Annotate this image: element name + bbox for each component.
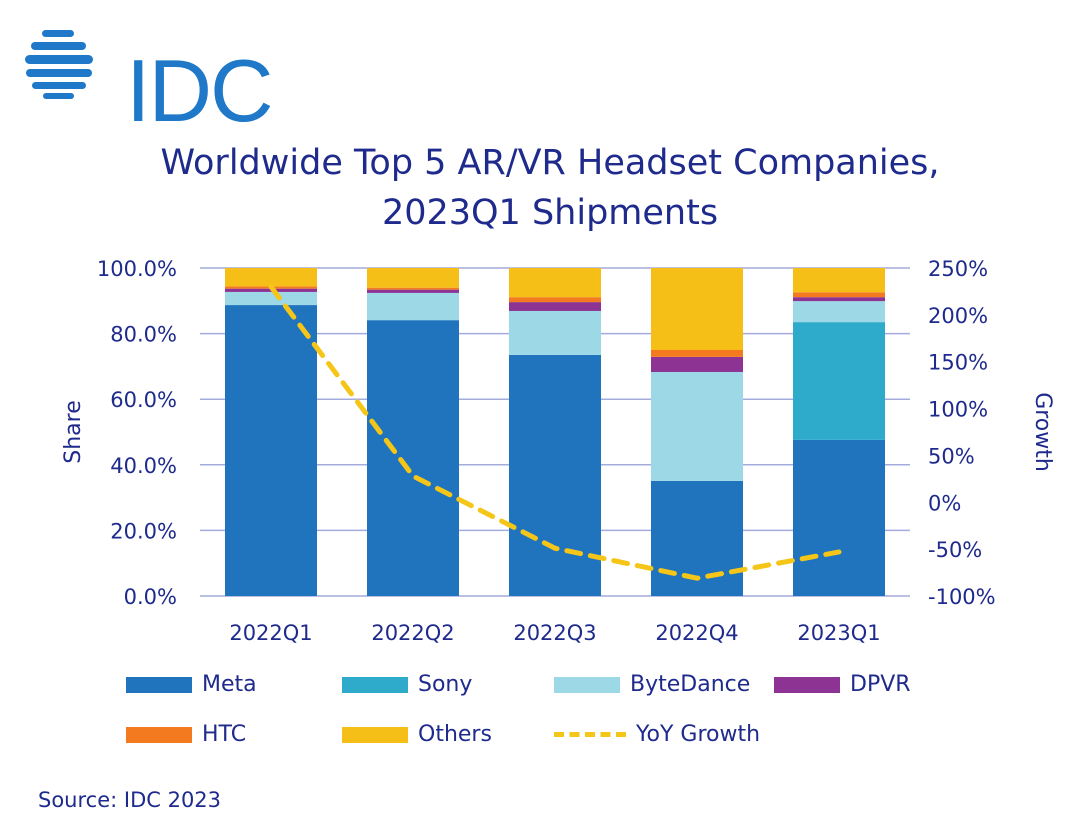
bar-dpvr-2023Q1 [793, 297, 885, 302]
legend-swatch [774, 676, 840, 693]
globe-icon [25, 30, 93, 99]
bar-others-2022Q4 [651, 268, 743, 350]
bar-sony-2023Q1 [793, 322, 885, 440]
x-tick-label: 2022Q2 [371, 621, 454, 645]
chart-subtitle: 2023Q1 Shipments [381, 193, 719, 233]
bar-htc-2022Q2 [367, 287, 459, 290]
y2-tick-label: -50% [928, 538, 982, 562]
bar-others-2023Q1 [793, 268, 885, 293]
y2-tick-label: 50% [928, 444, 975, 468]
x-tick-label: 2022Q3 [513, 621, 596, 645]
legend-label: DPVR [850, 672, 911, 697]
bar-meta-2023Q1 [793, 439, 885, 596]
bar-htc-2023Q1 [793, 292, 885, 298]
bar-htc-2022Q3 [509, 297, 601, 303]
legend-label: HTC [202, 722, 247, 747]
x-tick-label: 2023Q1 [797, 621, 880, 645]
y-tick-label: 60.0% [110, 388, 177, 412]
yoy-growth-line [268, 284, 842, 581]
legend-item-yoy-growth: YoY Growth [554, 722, 760, 747]
legend-label: Sony [418, 672, 473, 697]
legend-dash-swatch [554, 732, 626, 737]
x-tick-label: 2022Q4 [655, 621, 738, 645]
bar-bytedance-2022Q2 [367, 292, 459, 321]
legend-swatch [126, 726, 192, 743]
y2-tick-label: 100% [928, 398, 988, 422]
bar-bytedance-2023Q1 [793, 301, 885, 323]
bar-bytedance-2022Q4 [651, 371, 743, 481]
legend-swatch [554, 676, 620, 693]
idc-logo: IDC [22, 26, 274, 140]
legend-item-htc: HTC [126, 722, 246, 747]
bar-bytedance-2022Q3 [509, 310, 601, 355]
bar-meta-2022Q3 [509, 354, 601, 596]
bar-meta-2022Q2 [367, 320, 459, 596]
bar-bytedance-2022Q1 [225, 291, 317, 306]
y2-tick-label: 250% [928, 257, 988, 281]
bar-dpvr-2022Q3 [509, 302, 601, 311]
source-note: Source: IDC 2023 [38, 788, 222, 812]
y-tick-label: 80.0% [110, 323, 177, 347]
y2-axis-label: Growth [1030, 392, 1055, 472]
logo-text: IDC [126, 41, 274, 140]
bar-others-2022Q1 [225, 268, 317, 287]
y-tick-label: 0.0% [124, 585, 177, 609]
legend-swatch [126, 676, 192, 693]
bar-meta-2022Q1 [225, 305, 317, 596]
legend-swatch [342, 676, 408, 693]
bar-others-2022Q2 [367, 268, 459, 288]
chart-title: Worldwide Top 5 AR/VR Headset Companies,… [0, 138, 1086, 238]
y-axis-label: Share [61, 400, 86, 464]
bar-htc-2022Q4 [651, 350, 743, 357]
legend-label: Others [418, 722, 492, 747]
legend-label: ByteDance [630, 672, 751, 697]
chart-title-line1: Worldwide Top 5 AR/VR Headset Companies, [160, 143, 940, 183]
bar-others-2022Q3 [509, 268, 601, 298]
y2-tick-label: -100% [928, 585, 996, 609]
y-tick-label: 40.0% [110, 454, 177, 478]
legend-label: Meta [202, 672, 257, 697]
x-tick-label: 2022Q1 [229, 621, 312, 645]
bar-dpvr-2022Q2 [367, 289, 459, 293]
legend-item-meta: Meta [126, 672, 257, 697]
legend-item-sony: Sony [342, 672, 472, 697]
legend-label: YoY Growth [636, 722, 761, 747]
y-tick-label: 100.0% [97, 257, 177, 281]
y2-tick-label: 150% [928, 351, 988, 375]
y-tick-label: 20.0% [110, 519, 177, 543]
legend-swatch [342, 726, 408, 743]
y2-tick-label: 200% [928, 304, 988, 328]
legend-item-dpvr: DPVR [774, 672, 911, 697]
y2-tick-label: 0% [928, 491, 961, 515]
legend-item-bytedance: ByteDance [554, 672, 750, 697]
legend-item-others: Others [342, 722, 492, 747]
bar-dpvr-2022Q4 [651, 356, 743, 372]
